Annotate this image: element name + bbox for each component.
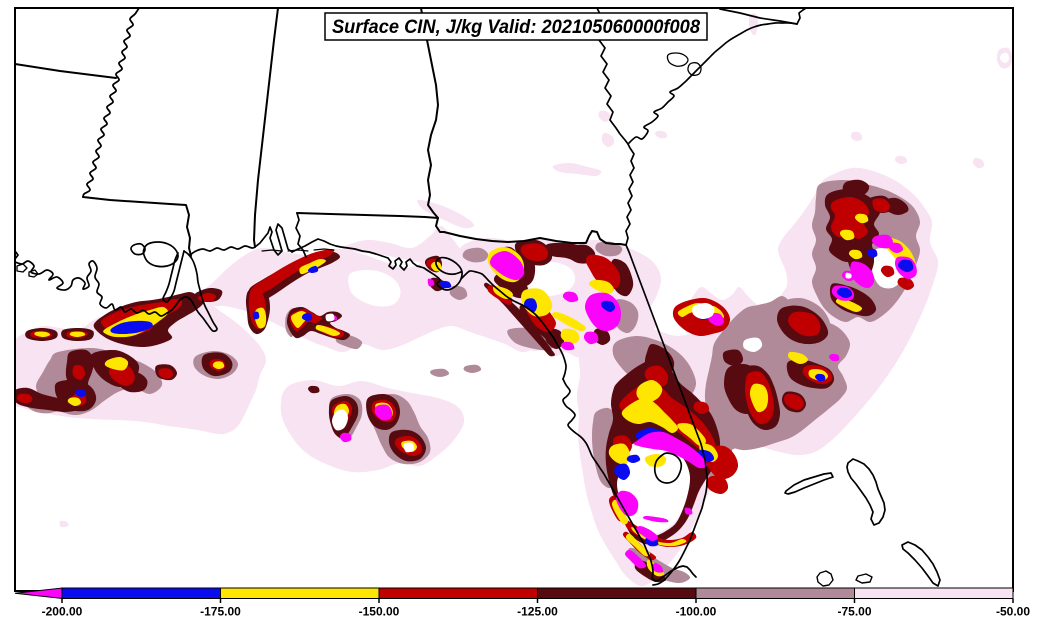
- svg-text:-150.00: -150.00: [359, 605, 400, 619]
- svg-text:-125.00: -125.00: [517, 605, 558, 619]
- svg-text:-100.00: -100.00: [676, 605, 717, 619]
- svg-text:-50.00: -50.00: [996, 605, 1030, 619]
- svg-text:-175.00: -175.00: [200, 605, 241, 619]
- svg-text:-200.00: -200.00: [42, 605, 83, 619]
- svg-text:-75.00: -75.00: [837, 605, 871, 619]
- svg-text:Surface CIN, J/kg Valid: 20210: Surface CIN, J/kg Valid: 202105060000f00…: [332, 17, 700, 38]
